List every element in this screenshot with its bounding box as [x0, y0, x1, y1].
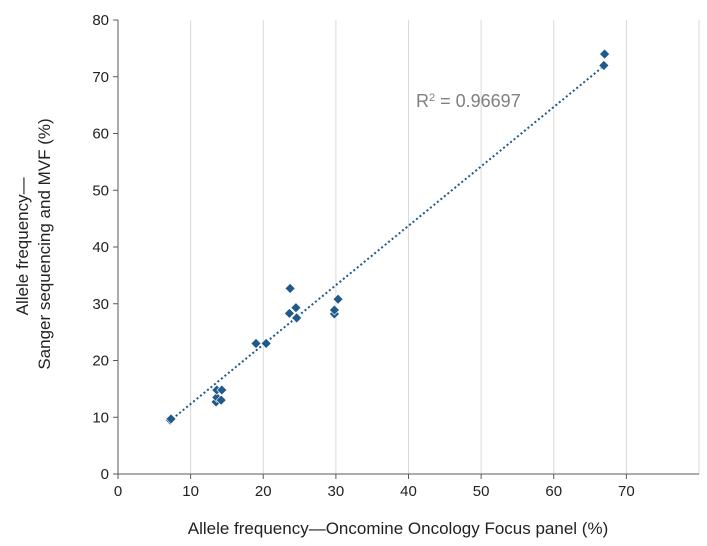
data-point — [291, 312, 303, 324]
data-point — [216, 384, 228, 396]
trendline — [168, 64, 606, 423]
data-point — [250, 338, 262, 349]
data-point — [283, 307, 295, 319]
r-squared-annotation: R2 = 0.96697 — [416, 91, 521, 111]
y-tick-labels: 0 10 20 30 40 50 60 70 80 — [92, 12, 118, 483]
trendline-group — [168, 64, 606, 423]
y-tick-label: 60 — [92, 126, 109, 143]
r-squared-superscript: 2 — [429, 92, 435, 104]
data-point — [215, 394, 227, 406]
x-tick-label: 0 — [114, 483, 122, 500]
x-tick-label: 50 — [473, 483, 490, 500]
y-tick-label: 10 — [92, 409, 109, 426]
x-tick-label: 40 — [400, 483, 417, 500]
y-tick-label: 70 — [92, 69, 109, 86]
data-point — [260, 338, 272, 349]
grid-lines — [190, 20, 700, 474]
y-axis-title-line-2: Sanger sequencing and MVF (%) — [35, 118, 54, 369]
data-point — [332, 293, 344, 305]
y-tick-label: 40 — [92, 239, 109, 256]
x-tick-label: 60 — [545, 483, 562, 500]
y-tick-label: 20 — [92, 353, 109, 370]
r-squared-value: = 0.96697 — [435, 91, 521, 111]
y-tick-label: 0 — [101, 466, 109, 483]
r-squared-prefix: R — [416, 91, 429, 111]
x-tick-label: 10 — [182, 483, 199, 500]
x-axis-title: Allele frequency—Oncomine Oncology Focus… — [188, 519, 608, 538]
y-tick-label: 50 — [92, 182, 109, 199]
x-tick-labels: 0 10 20 30 40 50 60 70 — [114, 474, 635, 500]
data-point — [599, 48, 611, 60]
data-point — [284, 283, 296, 294]
x-tick-label: 70 — [618, 483, 635, 500]
x-tick-label: 20 — [255, 483, 272, 500]
data-point — [328, 304, 340, 316]
y-axis-title-line-1: Allele frequency— — [13, 177, 32, 315]
y-axis-title: Allele frequency— Sanger sequencing and … — [13, 118, 54, 369]
data-point — [598, 59, 610, 71]
data-points — [164, 48, 611, 426]
y-tick-label: 30 — [92, 296, 109, 313]
data-point — [165, 413, 177, 425]
x-tick-label: 30 — [328, 483, 345, 500]
y-tick-label: 80 — [92, 12, 109, 29]
data-point — [290, 302, 302, 314]
